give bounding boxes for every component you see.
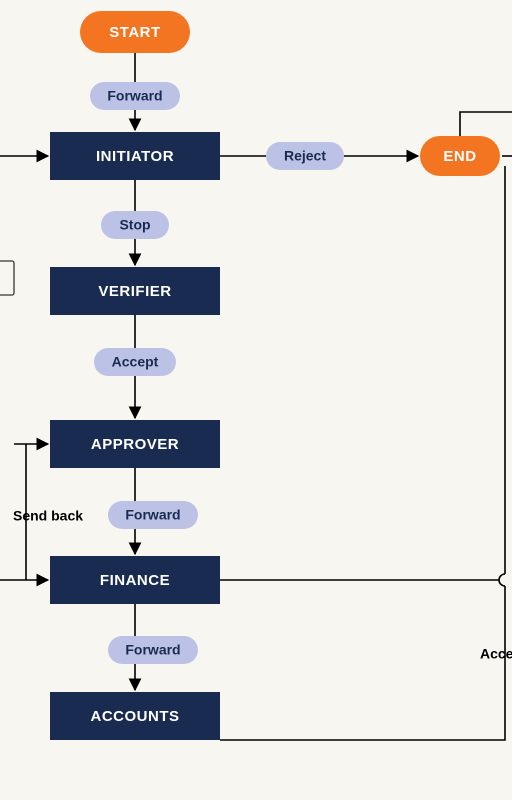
pill-forward-2: Forward <box>108 501 198 529</box>
node-start: START <box>80 11 190 53</box>
pill-stop: Stop <box>101 211 169 239</box>
edge-right-hop-arc <box>499 574 505 586</box>
aux-small-box <box>0 261 14 295</box>
label-sendback: Send back <box>13 508 83 524</box>
pill-forward-1-label: Forward <box>107 88 162 104</box>
edge-end-up <box>460 112 512 136</box>
node-finance-label: FINANCE <box>100 572 170 589</box>
pill-forward-3: Forward <box>108 636 198 664</box>
pill-accept-label: Accept <box>112 354 159 370</box>
pill-stop-label: Stop <box>119 217 150 233</box>
node-accounts: ACCOUNTS <box>50 692 220 740</box>
label-acce: Acce <box>480 646 512 662</box>
node-initiator: INITIATOR <box>50 132 220 180</box>
node-approver: APPROVER <box>50 420 220 468</box>
pill-forward-3-label: Forward <box>125 642 180 658</box>
node-verifier: VERIFIER <box>50 267 220 315</box>
edge-right-vert-bottom <box>220 586 505 740</box>
pill-forward-1: Forward <box>90 82 180 110</box>
node-finance: FINANCE <box>50 556 220 604</box>
pill-accept: Accept <box>94 348 176 376</box>
node-accounts-label: ACCOUNTS <box>91 708 180 725</box>
node-end: END <box>420 136 500 176</box>
node-approver-label: APPROVER <box>91 436 179 453</box>
node-verifier-label: VERIFIER <box>98 283 171 300</box>
node-start-label: START <box>109 24 160 41</box>
pill-reject-label: Reject <box>284 148 326 164</box>
node-initiator-label: INITIATOR <box>96 148 174 165</box>
node-end-label: END <box>443 148 476 165</box>
pill-forward-2-label: Forward <box>125 507 180 523</box>
pill-reject: Reject <box>266 142 344 170</box>
